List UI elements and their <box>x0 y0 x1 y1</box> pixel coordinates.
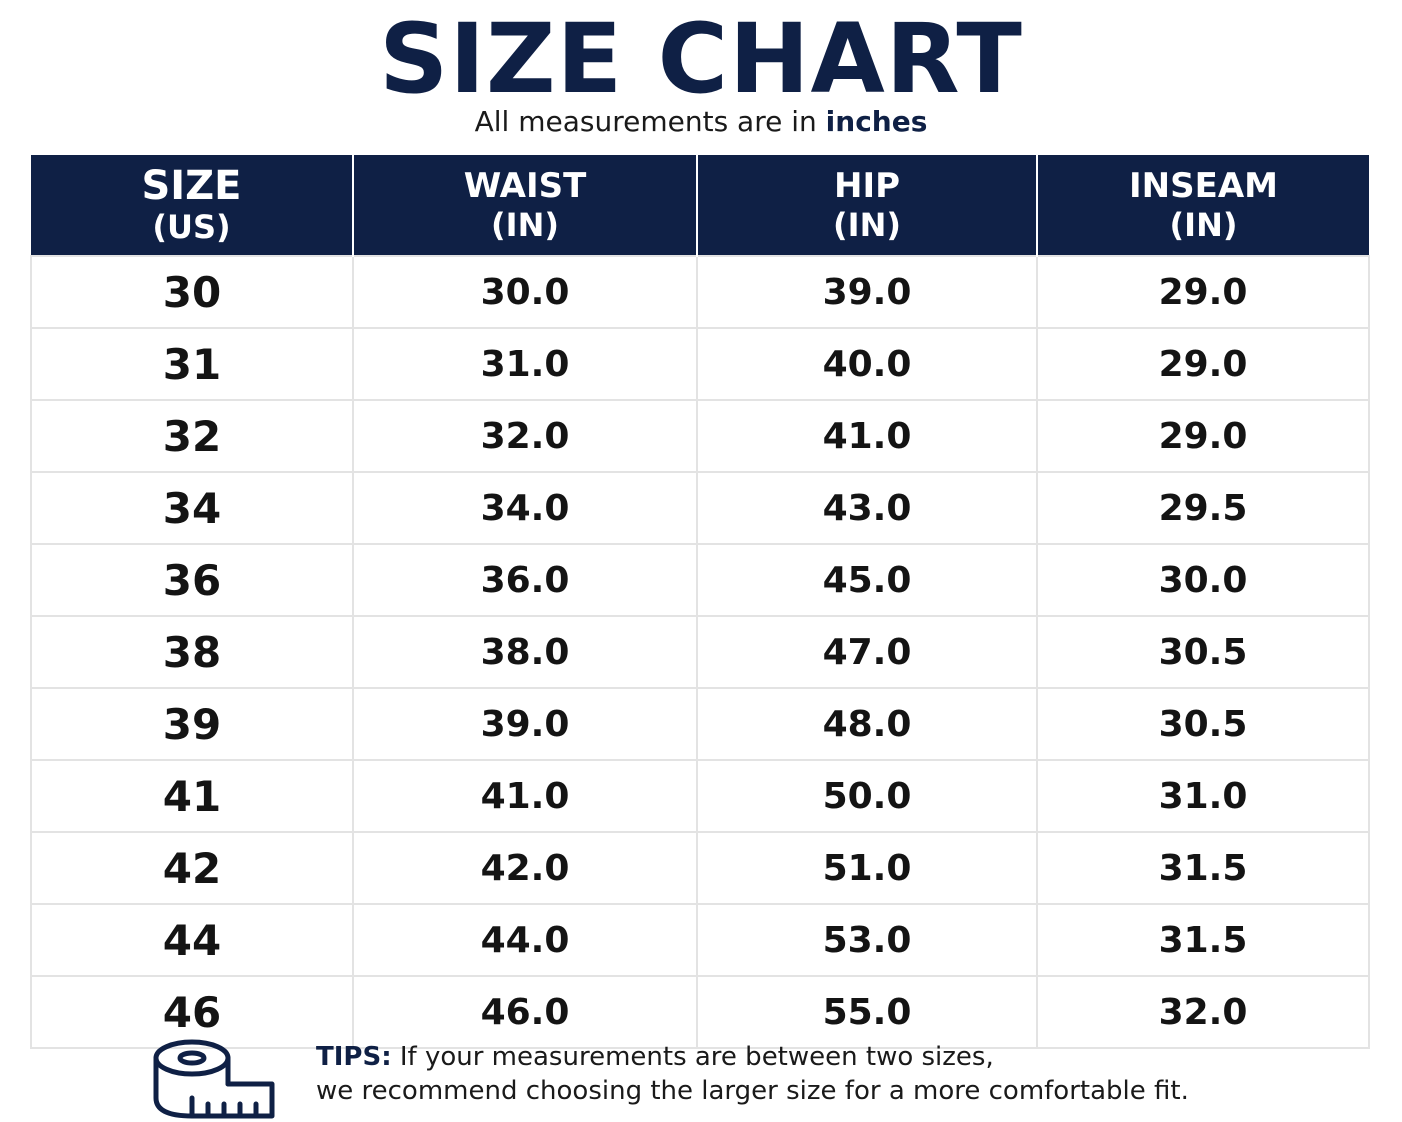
header-inseam-label: INSEAM <box>1129 166 1278 206</box>
size-cell: 39 <box>30 687 354 761</box>
waist-cell: 34.0 <box>352 471 698 545</box>
waist-cell: 31.0 <box>352 327 698 401</box>
header-inseam-unit: (IN) <box>1169 206 1238 244</box>
subtitle-emphasis: inches <box>825 105 928 138</box>
tips-label: TIPS: <box>316 1042 392 1072</box>
waist-cell: 44.0 <box>352 903 698 977</box>
measuring-tape-icon <box>153 1039 275 1119</box>
table-row: 30 30.0 39.0 29.0 <box>30 255 1370 329</box>
inseam-cell: 29.0 <box>1036 399 1370 473</box>
hip-cell: 43.0 <box>696 471 1038 545</box>
waist-cell: 36.0 <box>352 543 698 617</box>
header-waist-label: WAIST <box>463 166 587 206</box>
table-row: 31 31.0 40.0 29.0 <box>30 327 1370 401</box>
size-cell: 46 <box>30 975 354 1049</box>
hip-cell: 40.0 <box>696 327 1038 401</box>
tips-text: TIPS: If your measurements are between t… <box>316 1040 1376 1108</box>
table-row: 39 39.0 48.0 30.5 <box>30 687 1370 761</box>
inseam-cell: 30.5 <box>1036 615 1370 689</box>
hip-cell: 53.0 <box>696 903 1038 977</box>
subtitle: All measurements are in inches <box>0 102 1402 142</box>
size-table-container: SIZE (US) WAIST (IN) HIP (IN) INSEAM (IN… <box>30 155 1370 1049</box>
inseam-cell: 31.0 <box>1036 759 1370 833</box>
waist-cell: 38.0 <box>352 615 698 689</box>
header-hip-label: HIP <box>833 166 901 206</box>
tips-line-2: we recommend choosing the larger size fo… <box>316 1076 1189 1106</box>
inseam-cell: 29.0 <box>1036 255 1370 329</box>
header-row: SIZE (US) WAIST (IN) HIP (IN) INSEAM (IN… <box>31 155 1369 256</box>
inseam-cell: 31.5 <box>1036 831 1370 905</box>
table-row: 44 44.0 53.0 31.5 <box>30 903 1370 977</box>
hip-cell: 39.0 <box>696 255 1038 329</box>
inseam-cell: 31.5 <box>1036 903 1370 977</box>
size-cell: 38 <box>30 615 354 689</box>
tips-line-1: TIPS: If your measurements are between t… <box>316 1040 1376 1074</box>
waist-cell: 46.0 <box>352 975 698 1049</box>
table-row: 46 46.0 55.0 32.0 <box>30 975 1370 1049</box>
waist-cell: 32.0 <box>352 399 698 473</box>
waist-cell: 30.0 <box>352 255 698 329</box>
inseam-cell: 30.0 <box>1036 543 1370 617</box>
header-waist: WAIST (IN) <box>352 155 698 256</box>
header-size-unit: (US) <box>152 208 231 246</box>
header-inseam: INSEAM (IN) <box>1036 155 1369 256</box>
table-row: 38 38.0 47.0 30.5 <box>30 615 1370 689</box>
table-row: 42 42.0 51.0 31.5 <box>30 831 1370 905</box>
subtitle-prefix: All measurements are in <box>474 105 817 138</box>
hip-cell: 47.0 <box>696 615 1038 689</box>
inseam-cell: 30.5 <box>1036 687 1370 761</box>
size-cell: 41 <box>30 759 354 833</box>
hip-cell: 50.0 <box>696 759 1038 833</box>
table-row: 36 36.0 45.0 30.0 <box>30 543 1370 617</box>
hip-cell: 41.0 <box>696 399 1038 473</box>
waist-cell: 39.0 <box>352 687 698 761</box>
table-row: 41 41.0 50.0 31.0 <box>30 759 1370 833</box>
inseam-cell: 32.0 <box>1036 975 1370 1049</box>
header-waist-unit: (IN) <box>491 206 559 244</box>
hip-cell: 45.0 <box>696 543 1038 617</box>
hip-cell: 55.0 <box>696 975 1038 1049</box>
size-cell: 31 <box>30 327 354 401</box>
tips-section: TIPS: If your measurements are between t… <box>0 1030 1402 1122</box>
table-row: 34 34.0 43.0 29.5 <box>30 471 1370 545</box>
inseam-cell: 29.5 <box>1036 471 1370 545</box>
size-table: SIZE (US) WAIST (IN) HIP (IN) INSEAM (IN… <box>30 155 1370 1049</box>
header-hip-unit: (IN) <box>833 206 901 244</box>
page-title: SIZE CHART <box>379 3 1023 115</box>
table-row: 32 32.0 41.0 29.0 <box>30 399 1370 473</box>
header-size: SIZE (US) <box>31 155 354 256</box>
waist-cell: 41.0 <box>352 759 698 833</box>
hip-cell: 51.0 <box>696 831 1038 905</box>
size-cell: 30 <box>30 255 354 329</box>
waist-cell: 42.0 <box>352 831 698 905</box>
size-cell: 44 <box>30 903 354 977</box>
size-cell: 32 <box>30 399 354 473</box>
size-cell: 34 <box>30 471 354 545</box>
table-body: 30 30.0 39.0 29.0 31 31.0 40.0 29.0 32 3… <box>30 255 1370 1049</box>
header-size-label: SIZE <box>141 163 242 209</box>
hip-cell: 48.0 <box>696 687 1038 761</box>
size-cell: 42 <box>30 831 354 905</box>
tips-line-1-text: If your measurements are between two siz… <box>399 1042 994 1072</box>
size-cell: 36 <box>30 543 354 617</box>
header-hip: HIP (IN) <box>696 155 1038 256</box>
table-header: SIZE (US) WAIST (IN) HIP (IN) INSEAM (IN… <box>31 155 1369 256</box>
inseam-cell: 29.0 <box>1036 327 1370 401</box>
